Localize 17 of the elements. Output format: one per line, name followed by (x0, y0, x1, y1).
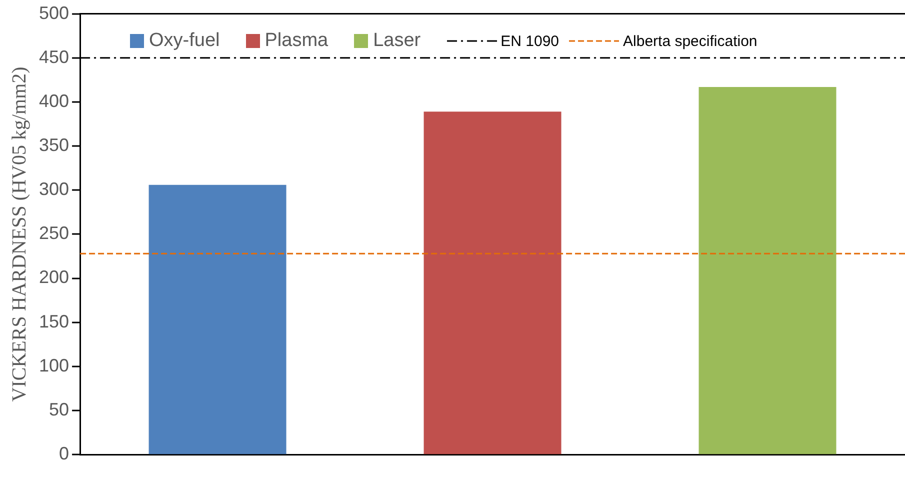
legend-label: Laser (372, 30, 421, 52)
y-tick-label: 400 (38, 90, 70, 111)
y-tick-label: 50 (49, 399, 70, 420)
y-tick-label: 0 (59, 444, 70, 464)
legend-label: Alberta specification (622, 32, 758, 50)
legend-label: EN 1090 (500, 32, 560, 50)
y-tick-label: 250 (38, 223, 70, 244)
y-tick-label: 500 (38, 2, 70, 23)
y-tick-label: 150 (38, 311, 70, 332)
y-axis-title: VICKERS HARDNESS (HV05 kg/mm2) (8, 66, 30, 402)
y-tick-label: 350 (38, 135, 70, 156)
legend-label: Plasma (264, 30, 328, 52)
y-tick-label: 100 (38, 355, 70, 376)
y-tick-label: 450 (38, 46, 70, 67)
legend-label: Oxy-fuel (148, 30, 220, 52)
y-tick-label: 200 (38, 267, 70, 288)
y-tick-label: 300 (38, 179, 70, 200)
